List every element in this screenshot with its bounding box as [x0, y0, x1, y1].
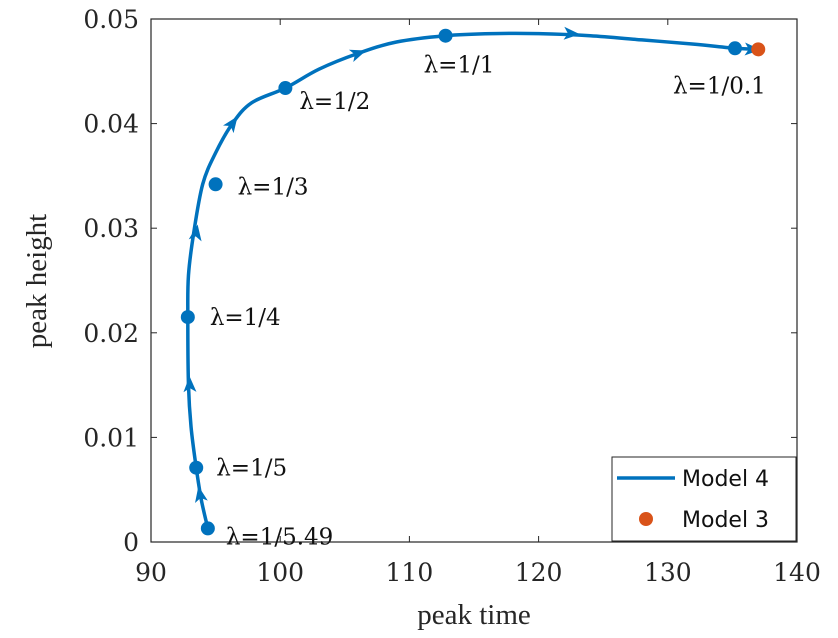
- lambda-marker: [438, 28, 453, 43]
- direction-arrow: [183, 376, 197, 393]
- direction-arrow: [195, 486, 208, 504]
- legend-label-model-3: Model 3: [682, 508, 769, 533]
- y-tick-label: 0.01: [83, 423, 139, 452]
- x-tick-label: 130: [644, 558, 692, 587]
- series-model-3-point: [751, 42, 766, 57]
- direction-arrows: [183, 26, 761, 504]
- lambda-marker: [180, 310, 195, 325]
- lambda-label: λ=1/3: [238, 174, 309, 200]
- legend-box: [611, 456, 797, 542]
- x-axis-label: peak time: [417, 599, 531, 631]
- lambda-label: λ=1/1: [424, 53, 495, 79]
- y-tick-label: 0.02: [83, 319, 139, 348]
- lambda-label: λ=1/0.1: [673, 73, 766, 99]
- lambda-marker: [727, 41, 742, 56]
- lambda-label: λ=1/5.49: [226, 524, 333, 550]
- lambda-annotations: λ=1/5.49 λ=1/5 λ=1/4 λ=1/3 λ=1/2 λ=1/1 λ=1/0.1: [210, 53, 766, 551]
- y-tick-labels: 0 0.01 0.02 0.03 0.04 0.05: [83, 5, 139, 557]
- x-tick-label: 120: [515, 558, 563, 587]
- y-tick-label: 0: [123, 528, 139, 557]
- lambda-label: λ=1/4: [210, 305, 281, 331]
- x-tick-label: 110: [386, 558, 434, 587]
- lambda-marker: [200, 521, 215, 536]
- y-tick-label: 0.03: [83, 214, 139, 243]
- lambda-marker: [278, 81, 293, 96]
- x-tick-label: 100: [256, 558, 304, 587]
- legend: Model 4 Model 3: [611, 456, 797, 542]
- lambda-markers: [180, 28, 766, 536]
- lambda-marker: [208, 177, 223, 192]
- direction-arrow: [563, 26, 580, 40]
- y-tick-label: 0.04: [83, 110, 139, 139]
- lambda-marker: [189, 460, 204, 475]
- legend-label-model-4: Model 4: [682, 467, 769, 492]
- lambda-label: λ=1/2: [299, 89, 370, 115]
- direction-arrow: [188, 224, 202, 242]
- legend-swatch-model-3: [639, 512, 653, 526]
- direction-arrow: [348, 49, 367, 62]
- x-tick-label: 90: [135, 558, 167, 587]
- y-tick-label: 0.05: [83, 5, 139, 34]
- x-tick-labels: 90 100 110 120 130 140: [135, 558, 821, 587]
- plot-area: [150, 18, 798, 543]
- lambda-label: λ=1/5: [216, 456, 287, 482]
- x-tick-label: 140: [773, 558, 821, 587]
- direction-arrow: [223, 116, 238, 134]
- y-axis-label: peak height: [21, 214, 53, 348]
